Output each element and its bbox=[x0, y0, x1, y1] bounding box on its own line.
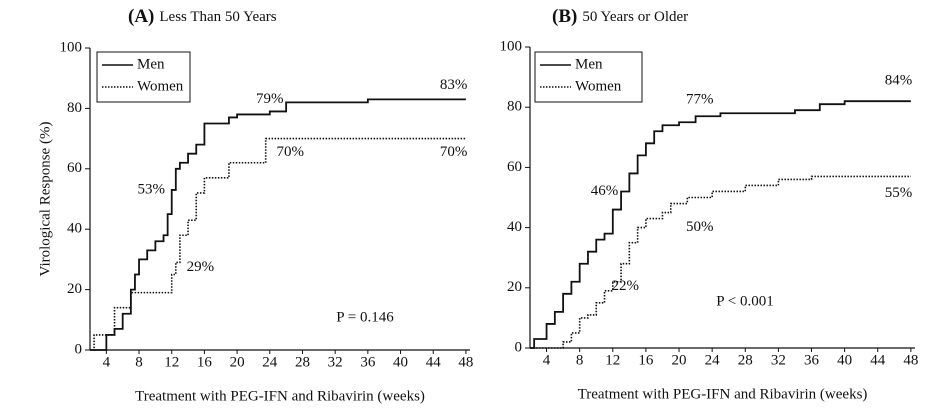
annotation: 50% bbox=[686, 219, 714, 235]
x-tick-label: 24 bbox=[705, 352, 721, 368]
y-tick-label: 60 bbox=[507, 159, 522, 175]
panel-title: (A) Less Than 50 Years bbox=[128, 6, 277, 27]
x-axis-label: Treatment with PEG-IFN and Ribavirin (we… bbox=[578, 386, 868, 402]
series-line bbox=[530, 175, 911, 349]
series-line bbox=[90, 137, 466, 351]
annotation: 46% bbox=[591, 183, 619, 199]
x-tick-label: 12 bbox=[164, 354, 179, 370]
title: 50 Years or Older bbox=[582, 9, 688, 25]
x-tick-label: 36 bbox=[804, 352, 820, 368]
annotation: 29% bbox=[187, 259, 215, 275]
y-tick-label: 80 bbox=[67, 100, 82, 116]
legend-box bbox=[534, 51, 643, 103]
y-tick-label: 100 bbox=[500, 38, 523, 54]
annotation: 22% bbox=[611, 278, 639, 294]
annotation: 53% bbox=[138, 181, 166, 197]
x-tick-label: 40 bbox=[393, 354, 408, 370]
y-tick-label: 60 bbox=[67, 160, 82, 176]
x-tick-label: 12 bbox=[605, 352, 620, 368]
x-tick-label: 24 bbox=[262, 354, 278, 370]
x-tick-label: 4 bbox=[543, 352, 551, 368]
legend-label: Men bbox=[575, 56, 603, 72]
annotation: 70% bbox=[440, 144, 468, 160]
annotation: 84% bbox=[885, 73, 913, 89]
annotation: 70% bbox=[276, 144, 304, 160]
p-value-note: P < 0.001 bbox=[716, 293, 774, 309]
x-tick-label: 44 bbox=[426, 354, 442, 370]
x-tick-label: 16 bbox=[197, 354, 213, 370]
y-tick-label: 100 bbox=[60, 39, 83, 55]
series-line bbox=[90, 98, 466, 351]
x-tick-label: 36 bbox=[360, 354, 376, 370]
y-tick-label: 20 bbox=[507, 279, 522, 295]
x-tick-label: 32 bbox=[771, 352, 786, 368]
annotation: 79% bbox=[256, 91, 284, 107]
legend-label: Women bbox=[575, 78, 622, 94]
title: Less Than 50 Years bbox=[159, 9, 276, 25]
y-tick-label: 0 bbox=[75, 341, 83, 357]
x-tick-label: 8 bbox=[576, 352, 584, 368]
x-tick-label: 28 bbox=[738, 352, 753, 368]
y-tick-label: 20 bbox=[67, 281, 82, 297]
x-axis-label: Treatment with PEG-IFN and Ribavirin (we… bbox=[135, 388, 425, 404]
annotation: 83% bbox=[440, 77, 468, 93]
x-tick-label: 48 bbox=[903, 352, 918, 368]
x-tick-label: 20 bbox=[230, 354, 245, 370]
y-tick-label: 80 bbox=[507, 99, 522, 115]
legend-label: Men bbox=[137, 56, 165, 72]
x-tick-label: 28 bbox=[295, 354, 310, 370]
panel-label: (B) bbox=[552, 6, 577, 27]
x-tick-label: 44 bbox=[870, 352, 886, 368]
series-line bbox=[530, 100, 911, 349]
annotation: 77% bbox=[686, 92, 714, 108]
y-tick-label: 0 bbox=[515, 339, 523, 355]
y-tick-label: 40 bbox=[507, 219, 522, 235]
x-tick-label: 4 bbox=[103, 354, 111, 370]
panel-label: (A) bbox=[128, 6, 154, 27]
legend-box bbox=[96, 51, 191, 103]
legend-label: Women bbox=[137, 78, 184, 94]
x-tick-label: 16 bbox=[638, 352, 654, 368]
x-tick-label: 40 bbox=[837, 352, 852, 368]
y-tick-label: 40 bbox=[67, 221, 82, 237]
x-tick-label: 32 bbox=[328, 354, 343, 370]
p-value-note: P = 0.146 bbox=[336, 309, 394, 325]
y-axis-label: Virological Response (%) bbox=[37, 122, 53, 277]
x-tick-label: 20 bbox=[672, 352, 687, 368]
annotation: 55% bbox=[885, 185, 913, 201]
x-tick-label: 8 bbox=[135, 354, 143, 370]
panel-title: (B) 50 Years or Older bbox=[552, 6, 688, 27]
x-tick-label: 48 bbox=[458, 354, 473, 370]
